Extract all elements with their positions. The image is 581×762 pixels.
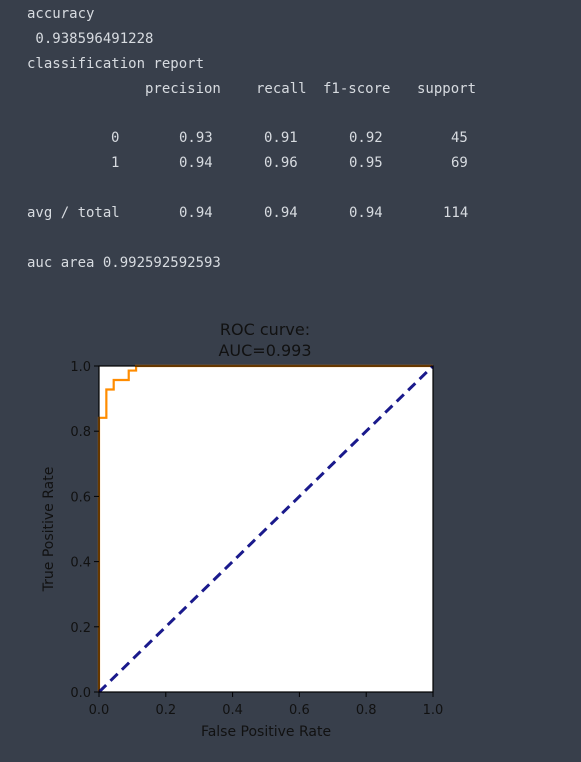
roc-chart-svg: ROC curve: AUC=0.993 0.0 0.2 0.4 0.6 0.8 1.0 …: [41, 320, 444, 740]
row-1-label: 1: [111, 155, 120, 171]
x-tick-label-3: 0.6: [289, 703, 310, 718]
y-tick-label-2: 0.4: [70, 556, 91, 571]
header-precision: precision: [145, 81, 221, 97]
y-axis-label: True Positive Rate: [41, 467, 57, 593]
y-tick-label-0: 0.0: [70, 686, 91, 701]
y-tick-label-5: 1.0: [70, 360, 91, 375]
row-0-support: 45: [451, 130, 468, 146]
total-label: avg / total: [27, 205, 120, 221]
header-support: support: [417, 81, 477, 97]
header-f1-score: f1-score: [323, 81, 391, 97]
total-recall: 0.94: [264, 205, 298, 221]
series-line-1: [97, 364, 435, 694]
header-recall: recall: [256, 81, 307, 97]
row-0-f1: 0.92: [349, 130, 383, 146]
total-f1: 0.94: [349, 205, 383, 221]
x-tick-label-5: 1.0: [423, 703, 444, 718]
x-tick-label-1: 0.2: [155, 703, 176, 718]
y-tick-label-1: 0.2: [70, 621, 91, 636]
y-ticks: 0.0 0.2 0.4 0.6 0.8 1.0: [70, 360, 99, 701]
row-0-precision: 0.93: [179, 130, 213, 146]
x-tick-label-4: 0.8: [356, 703, 377, 718]
total-support: 114: [443, 205, 469, 221]
classification-report-label: classification report: [27, 56, 205, 72]
plot-lines: [97, 364, 435, 694]
roc-chart: ROC curve: AUC=0.993 0.0 0.2 0.4 0.6 0.8 1.0 …: [0, 310, 581, 757]
row-1-recall: 0.96: [264, 155, 298, 171]
row-0-recall: 0.91: [264, 130, 298, 146]
chart-title-line1: ROC curve:: [220, 320, 310, 339]
plot-frame: [98, 365, 434, 693]
chart-title-line2: AUC=0.993: [218, 341, 311, 360]
y-tick-label-3: 0.6: [70, 490, 91, 505]
row-0-label: 0: [111, 130, 120, 146]
row-1-support: 69: [451, 155, 468, 171]
accuracy-label: accuracy: [27, 6, 95, 22]
x-tick-label-2: 0.4: [222, 703, 243, 718]
notebook-output: accuracy 0.938596491228 classification r…: [0, 0, 581, 300]
row-1-f1: 0.95: [349, 155, 383, 171]
x-ticks: 0.0 0.2 0.4 0.6 0.8 1.0: [89, 692, 444, 718]
x-tick-label-0: 0.0: [89, 703, 110, 718]
series-line-0: [97, 364, 433, 692]
auc-area-line: auc area 0.992592592593: [27, 255, 221, 271]
x-axis-label: False Positive Rate: [201, 724, 331, 740]
row-1-precision: 0.94: [179, 155, 213, 171]
accuracy-value: 0.938596491228: [27, 31, 154, 47]
y-tick-label-4: 0.8: [70, 425, 91, 440]
total-precision: 0.94: [179, 205, 213, 221]
